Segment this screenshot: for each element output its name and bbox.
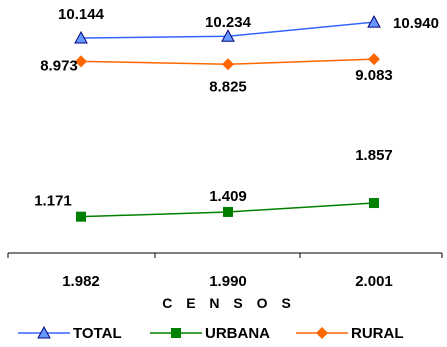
legend-label: URBANA <box>205 325 270 342</box>
data-label-urbana: 1.857 <box>355 147 393 164</box>
data-point-urbana <box>76 211 86 222</box>
x-tick-label: 1.990 <box>209 273 247 290</box>
legend-diamond-icon <box>316 327 328 339</box>
legend-label: TOTAL <box>73 325 122 342</box>
x-tick-label: 2.001 <box>355 273 393 290</box>
legend-square-icon <box>171 328 181 338</box>
data-label-urbana: 1.171 <box>34 193 72 210</box>
legend: TOTAL URBANA RURAL <box>18 325 404 342</box>
data-point-rural <box>368 53 380 66</box>
x-axis-title: C E N S O S <box>162 295 296 311</box>
data-label-total: 10.234 <box>205 14 252 31</box>
data-label-total: 10.144 <box>58 6 105 23</box>
data-label-urbana: 1.409 <box>209 188 247 205</box>
data-point-total <box>221 29 235 42</box>
data-point-total <box>367 15 381 28</box>
data-label-rural: 8.973 <box>40 57 78 74</box>
x-tick-label: 1.982 <box>62 273 100 290</box>
data-point-urbana <box>223 206 233 217</box>
data-point-rural <box>222 58 234 71</box>
legend-item-urbana: URBANA <box>150 325 270 342</box>
data-point-total <box>74 30 88 44</box>
legend-item-total: TOTAL <box>18 325 122 342</box>
data-label-rural: 8.825 <box>209 78 247 95</box>
legend-label: RURAL <box>351 325 404 342</box>
x-tick-labels: 1.982 1.990 2.001 <box>62 273 393 290</box>
legend-triangle-icon <box>37 325 51 339</box>
data-point-rural <box>75 55 87 68</box>
data-label-rural: 9.083 <box>355 67 393 84</box>
data-label-total: 10.940 <box>393 15 439 32</box>
data-labels: 10.144 10.234 10.940 1.171 1.409 1.857 8.973 8.… <box>34 6 439 210</box>
data-point-urbana <box>369 198 379 209</box>
series-layer <box>74 15 381 222</box>
legend-item-rural: RURAL <box>296 325 404 342</box>
